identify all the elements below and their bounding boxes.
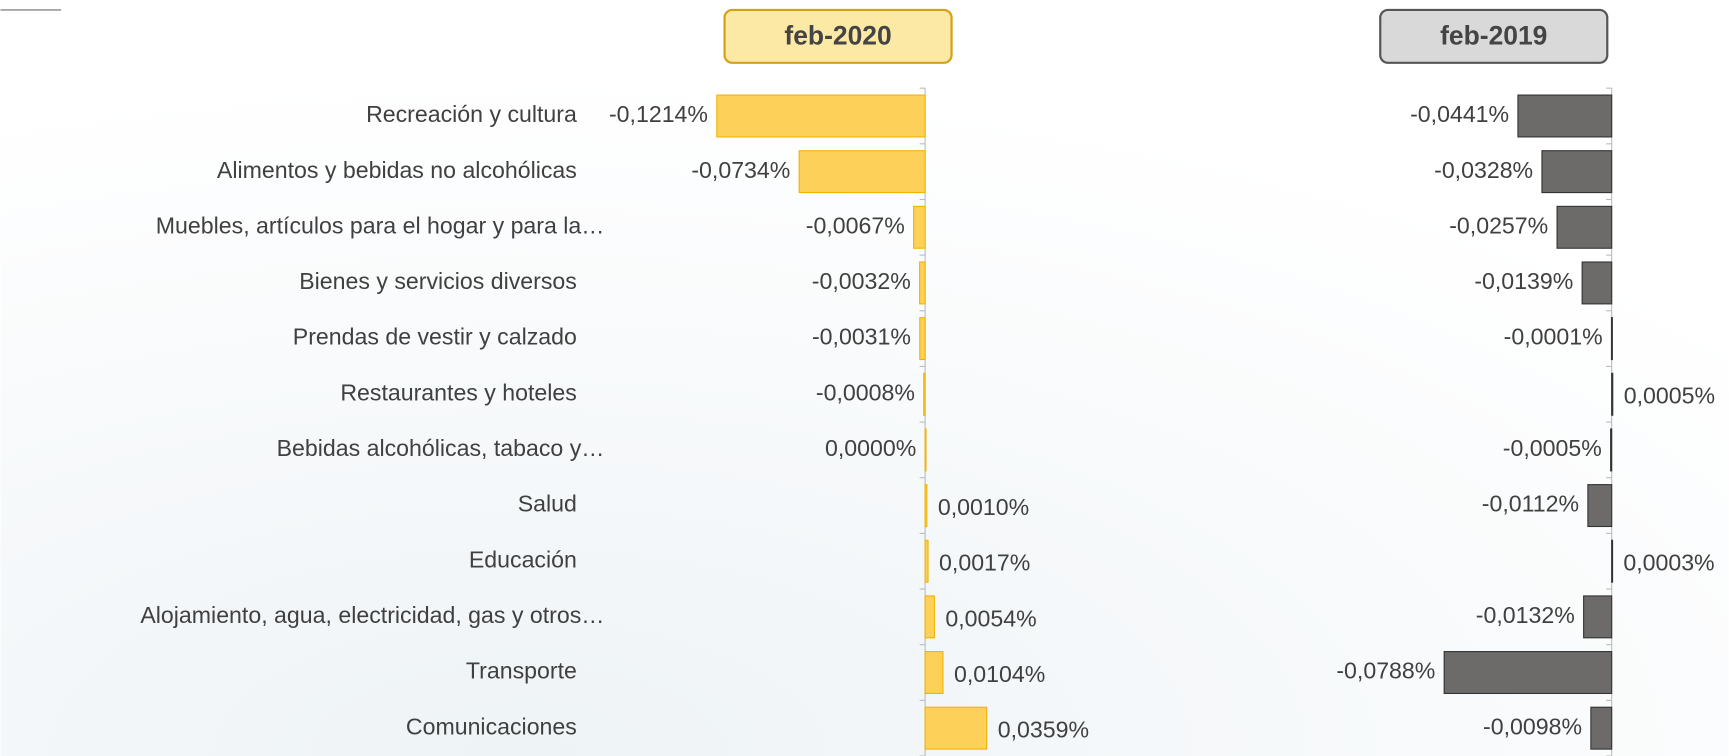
bar — [924, 651, 944, 695]
bar — [1517, 94, 1613, 138]
title-box — [723, 8, 953, 64]
category-label: Transporte — [466, 658, 577, 684]
bar — [1556, 205, 1613, 249]
data-label: 0,0005% — [1624, 383, 1715, 409]
data-label: 0,0104% — [954, 661, 1045, 687]
bar — [1541, 150, 1613, 194]
category-label: Alojamiento, agua, electricidad, gas y o… — [140, 602, 604, 628]
category-label: Bienes y servicios diversos — [299, 268, 577, 294]
data-label: -0,0257% — [1449, 212, 1548, 238]
title-box — [1379, 8, 1609, 64]
bar — [1611, 539, 1614, 583]
data-label: -0,0008% — [816, 379, 915, 405]
bar — [1587, 484, 1613, 528]
data-label: 0,0000% — [825, 435, 916, 461]
bar — [1610, 428, 1613, 472]
bar — [919, 317, 926, 361]
bar — [716, 94, 926, 138]
data-label: -0,0005% — [1503, 435, 1602, 461]
category-label: Bebidas alcohólicas, tabaco y… — [277, 435, 605, 461]
data-label: 0,0054% — [945, 605, 1036, 631]
data-label: -0,0031% — [812, 324, 911, 350]
bar — [924, 428, 927, 472]
data-label: 0,0003% — [1623, 550, 1714, 576]
bar — [924, 706, 988, 750]
data-label: -0,0032% — [812, 268, 911, 294]
category-label: Muebles, artículos para el hogar y para … — [156, 212, 605, 238]
data-label: -0,0328% — [1434, 157, 1533, 183]
bar — [924, 484, 928, 528]
category-label: Recreación y cultura — [366, 101, 577, 127]
bar — [919, 261, 926, 305]
category-label: Comunicaciones — [406, 713, 577, 739]
bar — [923, 372, 926, 416]
data-label: -0,0001% — [1504, 324, 1603, 350]
data-label: 0,0359% — [998, 717, 1089, 743]
data-label: -0,0132% — [1476, 602, 1575, 628]
bar — [913, 205, 926, 249]
data-label: -0,0139% — [1474, 268, 1573, 294]
data-label: 0,0017% — [939, 550, 1030, 576]
chart-title: feb-2020 — [784, 20, 891, 50]
bar — [924, 539, 929, 583]
data-label: -0,0788% — [1336, 658, 1435, 684]
data-label: -0,0112% — [1482, 491, 1579, 517]
category-label: Restaurantes y hoteles — [340, 379, 577, 405]
category-label: Alimentos y bebidas no alcohólicas — [217, 157, 577, 183]
bar — [1610, 317, 1613, 361]
data-label: -0,1214% — [609, 101, 708, 127]
bar — [1581, 261, 1613, 305]
bar — [1443, 651, 1613, 695]
category-label: Educación — [469, 546, 577, 572]
data-label: -0,0067% — [806, 212, 905, 238]
bar — [924, 595, 935, 639]
data-label: -0,0734% — [691, 157, 790, 183]
bar — [1583, 595, 1613, 639]
bar — [798, 150, 926, 194]
bar — [1611, 372, 1614, 416]
category-label: Prendas de vestir y calzado — [293, 324, 577, 350]
data-label: -0,0441% — [1410, 101, 1509, 127]
bar — [1590, 706, 1613, 750]
chart-title: feb-2019 — [1440, 20, 1547, 50]
category-label: Salud — [518, 491, 577, 517]
data-label: 0,0010% — [938, 494, 1029, 520]
data-label: -0,0098% — [1483, 713, 1582, 739]
